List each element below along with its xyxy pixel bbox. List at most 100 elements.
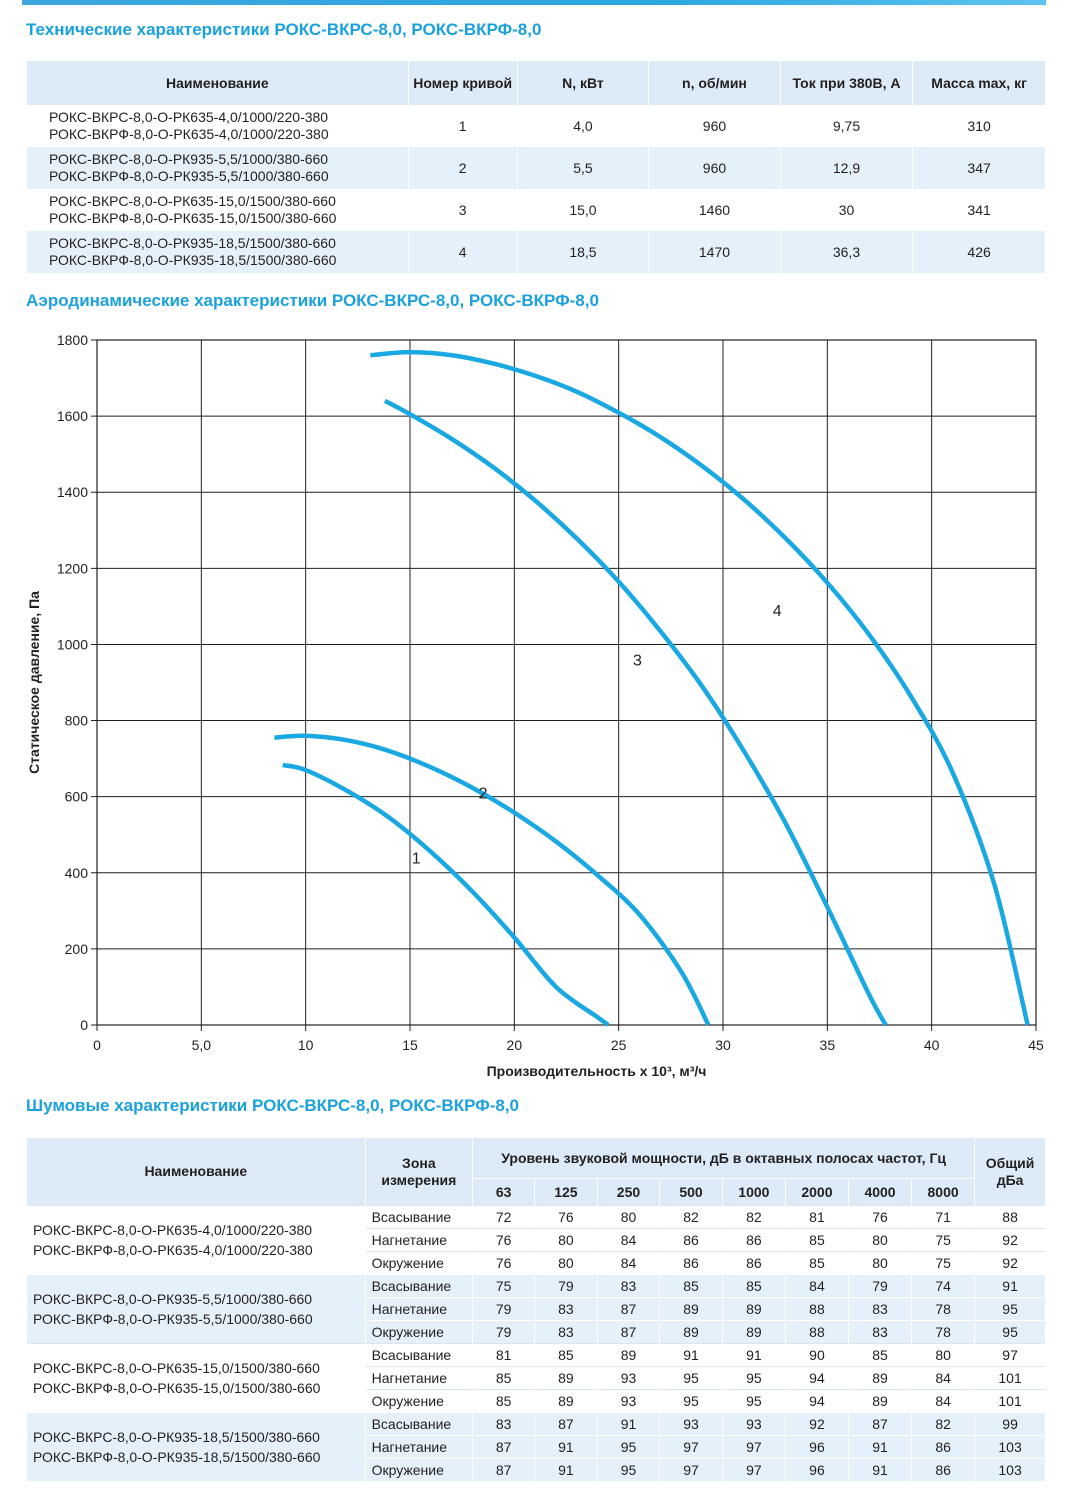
y-tick-label: 1400 [57, 484, 88, 500]
noise-cell-value: 85 [472, 1389, 535, 1413]
x-axis-label: Производительность x 10³, м³/ч [487, 1063, 707, 1079]
tech-cell-rpm: 960 [648, 105, 781, 147]
y-tick-label: 400 [65, 865, 89, 881]
tech-cell-curve: 3 [407, 189, 518, 231]
noise-header-zone: Зона измерения [364, 1137, 473, 1206]
aero-section-title: Аэродинамические характеристики РОКС-ВКР… [26, 291, 599, 310]
y-tick-label: 1800 [57, 332, 88, 348]
noise-name-line-2: РОКС-ВКРФ-8,0-О-РК635-15,0/1500/380-660 [33, 1380, 321, 1396]
noise-cell-value: 74 [911, 1274, 975, 1298]
noise-cell-value: 87 [596, 1297, 660, 1321]
noise-row: РОКС-ВКРС-8,0-О-РК935-18,5/1500/380-660 Р… [26, 1412, 1045, 1481]
noise-cell-total: 95 [974, 1320, 1045, 1344]
noise-cell-value: 82 [911, 1412, 975, 1436]
noise-cell-value: 80 [847, 1251, 912, 1275]
noise-group: РОКС-ВКРС-8,0-О-РК635-15,0/1500/380-660 Р… [26, 1343, 1045, 1413]
tech-header-name: Наименование [26, 61, 409, 105]
noise-cell-total: 99 [974, 1412, 1045, 1436]
x-tick-label: 35 [820, 1037, 836, 1053]
noise-cell-value: 80 [911, 1343, 975, 1367]
tech-section-title: Технические характеристики РОКС-ВКРС-8,0… [26, 20, 542, 39]
noise-table: Наименование Зона измерения Уровень звук… [26, 1137, 1045, 1481]
curve-label-1: 1 [412, 850, 421, 867]
tech-name-line-1: РОКС-ВКРС-8,0-О-РК935-18,5/1500/380-660 [49, 235, 336, 251]
noise-cell-value: 95 [596, 1458, 660, 1481]
noise-cell-value: 91 [596, 1412, 660, 1436]
noise-cell-name: РОКС-ВКРС-8,0-О-РК635-15,0/1500/380-660 Р… [26, 1343, 366, 1413]
noise-cell-value: 76 [534, 1205, 598, 1229]
noise-cell-value: 80 [596, 1205, 660, 1229]
noise-row: Нагнетание 79 83 87 89 89 88 83 78 95 [27, 1297, 1045, 1321]
tech-cell-name: РОКС-ВКРС-8,0-О-РК635-15,0/1500/380-660 Р… [26, 189, 409, 231]
noise-cell-value: 96 [784, 1435, 849, 1459]
noise-cell-value: 91 [534, 1458, 598, 1481]
noise-cell-total: 88 [974, 1205, 1045, 1229]
noise-cell-value: 71 [911, 1205, 975, 1229]
noise-cell-value: 88 [784, 1320, 849, 1344]
noise-cell-value: 91 [847, 1458, 912, 1481]
noise-row: Окружение 85 89 93 95 95 94 89 84 101 [27, 1389, 1045, 1413]
noise-cell-value: 79 [472, 1320, 535, 1344]
noise-header-row-1: Наименование Зона измерения Уровень звук… [26, 1137, 1045, 1206]
tech-header-power: N, кВт [516, 61, 649, 105]
y-tick-label: 800 [65, 713, 89, 729]
tech-row: РОКС-ВКРС-8,0-О-РК935-5,5/1000/380-660 РО… [26, 147, 1045, 189]
noise-cell-value: 91 [659, 1343, 723, 1367]
noise-cell-value: 86 [721, 1251, 786, 1275]
curve-1 [282, 762, 610, 1027]
noise-cell-zone: Всасывание [364, 1343, 473, 1367]
noise-cell-total: 103 [974, 1458, 1045, 1481]
noise-cell-name: РОКС-ВКРС-8,0-О-РК635-4,0/1000/220-380 РО… [26, 1205, 366, 1275]
noise-cell-value: 91 [721, 1343, 786, 1367]
noise-cell-value: 87 [847, 1412, 912, 1436]
noise-row: Окружение 87 91 95 97 97 96 91 86 103 [27, 1458, 1045, 1481]
noise-cell-total: 103 [974, 1435, 1045, 1459]
noise-name-line-2: РОКС-ВКРФ-8,0-О-РК935-18,5/1500/380-660 [33, 1449, 321, 1465]
plot-frame [96, 339, 1037, 1026]
noise-cell-value: 87 [596, 1320, 660, 1344]
noise-cell-value: 81 [472, 1343, 535, 1367]
tech-cell-name: РОКС-ВКРС-8,0-О-РК635-4,0/1000/220-380 РО… [26, 105, 409, 147]
noise-cell-value: 91 [534, 1435, 598, 1459]
noise-cell-zone: Нагнетание [364, 1228, 473, 1252]
noise-group: РОКС-ВКРС-8,0-О-РК935-5,5/1000/380-660 РО… [26, 1274, 1045, 1344]
noise-cell-value: 83 [534, 1320, 598, 1344]
tech-name-line-2: РОКС-ВКРФ-8,0-О-РК935-5,5/1000/380-660 [49, 168, 329, 184]
noise-cell-value: 88 [784, 1297, 849, 1321]
noise-cell-value: 76 [847, 1205, 912, 1229]
noise-cell-value: 83 [472, 1412, 535, 1436]
noise-cell-value: 85 [784, 1228, 849, 1252]
tech-cell-name: РОКС-ВКРС-8,0-О-РК935-18,5/1500/380-660 Р… [26, 231, 409, 273]
noise-row: Нагнетание 85 89 93 95 95 94 89 84 101 [27, 1366, 1045, 1390]
x-tick-label: 10 [298, 1037, 314, 1053]
tech-name-line-1: РОКС-ВКРС-8,0-О-РК635-15,0/1500/380-660 [49, 193, 336, 209]
noise-cell-value: 93 [659, 1412, 723, 1436]
noise-cell-value: 78 [911, 1320, 975, 1344]
noise-cell-value: 82 [659, 1205, 723, 1229]
noise-cell-value: 84 [911, 1366, 975, 1390]
noise-cell-total: 97 [974, 1343, 1045, 1367]
noise-row: Окружение 79 83 87 89 89 88 83 78 95 [27, 1320, 1045, 1344]
tech-cell-current: 12,9 [779, 147, 913, 189]
noise-cell-value: 95 [659, 1389, 723, 1413]
x-tick-label: 15 [402, 1037, 418, 1053]
curve-label-3: 3 [633, 652, 642, 669]
tech-cell-mass: 341 [912, 189, 1045, 231]
tech-row: РОКС-ВКРС-8,0-О-РК635-4,0/1000/220-380 РО… [26, 105, 1045, 147]
noise-header-freq: 8000 [911, 1178, 975, 1206]
noise-group: РОКС-ВКРС-8,0-О-РК635-4,0/1000/220-380 РО… [26, 1205, 1045, 1275]
noise-name-line-2: РОКС-ВКРФ-8,0-О-РК935-5,5/1000/380-660 [33, 1311, 313, 1327]
noise-cell-value: 84 [596, 1251, 660, 1275]
tech-cell-mass: 310 [912, 105, 1045, 147]
tech-cell-name: РОКС-ВКРС-8,0-О-РК935-5,5/1000/380-660 РО… [26, 147, 409, 189]
noise-header-freq-row: 63 125 250 500 1000 2000 4000 8000 [27, 1178, 1046, 1206]
tech-header-curve: Номер кривой [407, 61, 518, 105]
noise-header-freq: 2000 [784, 1178, 849, 1206]
noise-cell-value: 83 [596, 1274, 660, 1298]
tech-cell-power: 5,5 [516, 147, 649, 189]
noise-cell-value: 85 [721, 1274, 786, 1298]
tech-cell-current: 36,3 [779, 231, 913, 273]
aerodynamic-chart: 0 5,0 10 15 20 25 30 35 40 45 0 200 400 600 800 1000 120… [26, 332, 1044, 1079]
noise-header-level: Уровень звуковой мощности, дБ в октавных… [472, 1137, 975, 1179]
noise-row: Нагнетание 87 91 95 97 97 96 91 86 103 [27, 1435, 1045, 1459]
